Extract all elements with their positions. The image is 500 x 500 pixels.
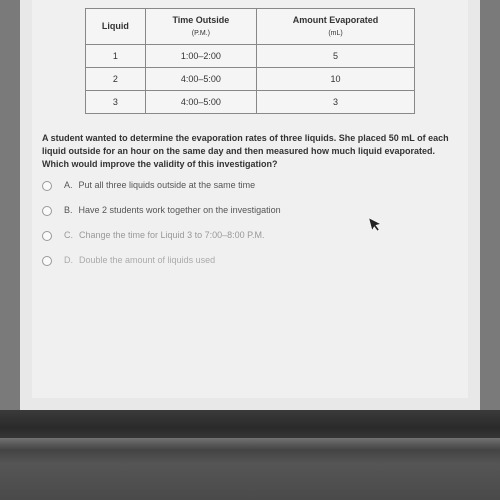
- cell-amount: 5: [256, 45, 415, 68]
- option-d[interactable]: D. Double the amount of liquids used: [38, 255, 462, 266]
- option-letter: A.: [64, 180, 73, 190]
- question-text: A student wanted to determine the evapor…: [38, 132, 462, 170]
- header-time: Time Outside (P.M.): [146, 9, 257, 45]
- page-container: Liquid Time Outside (P.M.) Amount Evapor…: [20, 0, 480, 410]
- cell-liquid: 3: [85, 91, 145, 114]
- option-text: Have 2 students work together on the inv…: [79, 205, 281, 215]
- option-letter: D.: [64, 255, 73, 265]
- table-row: 2 4:00–5:00 10: [85, 68, 415, 91]
- cell-liquid: 2: [85, 68, 145, 91]
- option-text: Double the amount of liquids used: [79, 255, 215, 265]
- table-header-row: Liquid Time Outside (P.M.) Amount Evapor…: [85, 9, 415, 45]
- option-b[interactable]: B. Have 2 students work together on the …: [38, 205, 462, 216]
- header-liquid: Liquid: [85, 9, 145, 45]
- radio-icon[interactable]: [42, 181, 52, 191]
- cell-amount: 10: [256, 68, 415, 91]
- cell-liquid: 1: [85, 45, 145, 68]
- data-table: Liquid Time Outside (P.M.) Amount Evapor…: [85, 8, 416, 114]
- radio-icon[interactable]: [42, 206, 52, 216]
- option-text: Change the time for Liquid 3 to 7:00–8:0…: [79, 230, 264, 240]
- desk-highlight: [0, 438, 500, 450]
- radio-icon[interactable]: [42, 256, 52, 266]
- header-amount: Amount Evaporated (mL): [256, 9, 415, 45]
- desk-edge: [0, 410, 500, 500]
- radio-icon[interactable]: [42, 231, 52, 241]
- option-a[interactable]: A. Put all three liquids outside at the …: [38, 180, 462, 191]
- option-letter: B.: [64, 205, 73, 215]
- content-area: Liquid Time Outside (P.M.) Amount Evapor…: [32, 0, 468, 398]
- cell-time: 4:00–5:00: [146, 91, 257, 114]
- option-c[interactable]: C. Change the time for Liquid 3 to 7:00–…: [38, 230, 462, 241]
- table-row: 1 1:00–2:00 5: [85, 45, 415, 68]
- table-row: 3 4:00–5:00 3: [85, 91, 415, 114]
- option-text: Put all three liquids outside at the sam…: [79, 180, 256, 190]
- cell-amount: 3: [256, 91, 415, 114]
- cell-time: 4:00–5:00: [146, 68, 257, 91]
- option-letter: C.: [64, 230, 73, 240]
- cell-time: 1:00–2:00: [146, 45, 257, 68]
